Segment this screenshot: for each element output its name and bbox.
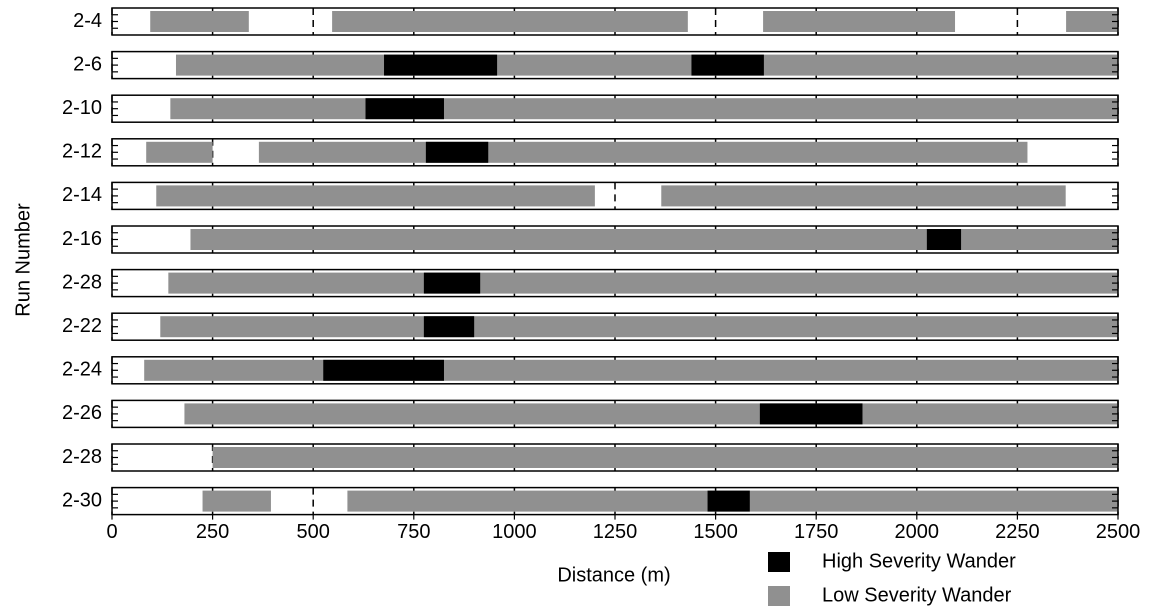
- bar-segment: [423, 316, 475, 338]
- y-tick-label: 2-16: [62, 228, 102, 250]
- y-tick-label: 2-28: [62, 446, 102, 468]
- bar-segment: [144, 359, 1118, 381]
- y-tick-label: 2-22: [62, 315, 102, 337]
- bar-segment: [175, 54, 1119, 76]
- x-tick-label: 0: [106, 521, 117, 543]
- bar-segment: [691, 54, 764, 76]
- y-tick-label: 2-14: [62, 184, 102, 206]
- legend-swatch: [768, 552, 790, 572]
- legend-label: High Severity Wander: [822, 550, 1016, 572]
- bar-segment: [258, 141, 1028, 163]
- bar-segment: [1066, 11, 1118, 32]
- bar-segment: [763, 11, 956, 32]
- x-tick-label: 250: [196, 521, 229, 543]
- bar-segment: [146, 141, 213, 163]
- bar-segment: [184, 403, 1118, 425]
- x-tick-label: 1000: [492, 521, 537, 543]
- bar-segment: [150, 11, 249, 32]
- y-tick-label: 2-4: [73, 10, 102, 32]
- x-tick-label: 500: [297, 521, 330, 543]
- bar-segment: [332, 11, 688, 32]
- x-tick-label: 2250: [995, 521, 1040, 543]
- bar-segment: [384, 54, 498, 76]
- bar-segment: [323, 359, 444, 381]
- y-tick-label: 2-26: [62, 402, 102, 424]
- y-tick-label: 2-12: [62, 141, 102, 163]
- x-tick-label: 2500: [1096, 521, 1141, 543]
- y-tick-label: 2-24: [62, 359, 102, 381]
- y-tick-label: 2-30: [62, 489, 102, 511]
- bar-segment: [425, 141, 489, 163]
- x-tick-label: 2000: [895, 521, 940, 543]
- bar-segment: [168, 272, 1118, 294]
- bar-segment: [160, 316, 1119, 338]
- legend-swatch: [768, 586, 790, 606]
- y-tick-label: 2-28: [62, 271, 102, 293]
- bar-segment: [212, 447, 1119, 468]
- legend-label: Low Severity Wander: [822, 584, 1012, 606]
- bar-segment: [759, 403, 863, 425]
- x-axis-label: Distance (m): [557, 564, 670, 586]
- x-tick-label: 1500: [693, 521, 738, 543]
- bar-segment: [156, 185, 595, 207]
- bar-segment: [707, 490, 750, 512]
- bar-segment: [202, 490, 271, 512]
- x-tick-label: 750: [397, 521, 430, 543]
- bar-segment: [170, 98, 1118, 120]
- bar-segment: [661, 185, 1066, 207]
- y-axis-label: Run Number: [12, 203, 34, 317]
- bar-segment: [365, 98, 444, 120]
- bar-segment: [926, 229, 962, 250]
- y-tick-label: 2-6: [73, 53, 102, 75]
- y-tick-label: 2-10: [62, 97, 102, 119]
- bar-segment: [423, 272, 481, 294]
- x-tick-label: 1750: [794, 521, 839, 543]
- bar-segment: [190, 229, 1118, 250]
- x-tick-label: 1250: [593, 521, 638, 543]
